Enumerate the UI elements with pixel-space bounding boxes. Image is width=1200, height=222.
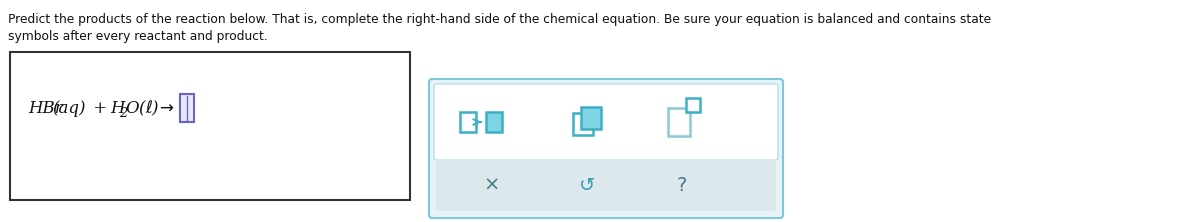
FancyBboxPatch shape (430, 79, 784, 218)
Text: 2: 2 (119, 107, 127, 119)
Text: ×: × (484, 176, 500, 195)
Text: O($\ell$): O($\ell$) (125, 98, 160, 118)
Text: ↺: ↺ (578, 176, 595, 195)
Text: symbols after every reactant and product.: symbols after every reactant and product… (8, 30, 268, 43)
Text: Predict the products of the reaction below. That is, complete the right-hand sid: Predict the products of the reaction bel… (8, 13, 991, 26)
Text: (aq): (aq) (52, 99, 85, 117)
Text: $\rightarrow$: $\rightarrow$ (151, 99, 175, 117)
Text: +: + (88, 99, 113, 117)
Text: H: H (110, 99, 125, 117)
Bar (460, 112, 476, 132)
Bar (668, 108, 690, 136)
Bar (574, 113, 593, 135)
FancyBboxPatch shape (434, 84, 778, 160)
Bar (486, 112, 502, 132)
Bar (581, 107, 601, 129)
Bar (10, 52, 410, 200)
FancyBboxPatch shape (436, 160, 776, 211)
Bar (686, 98, 700, 112)
Bar (180, 94, 194, 122)
Text: ?: ? (677, 176, 688, 195)
Text: HBr: HBr (28, 99, 62, 117)
